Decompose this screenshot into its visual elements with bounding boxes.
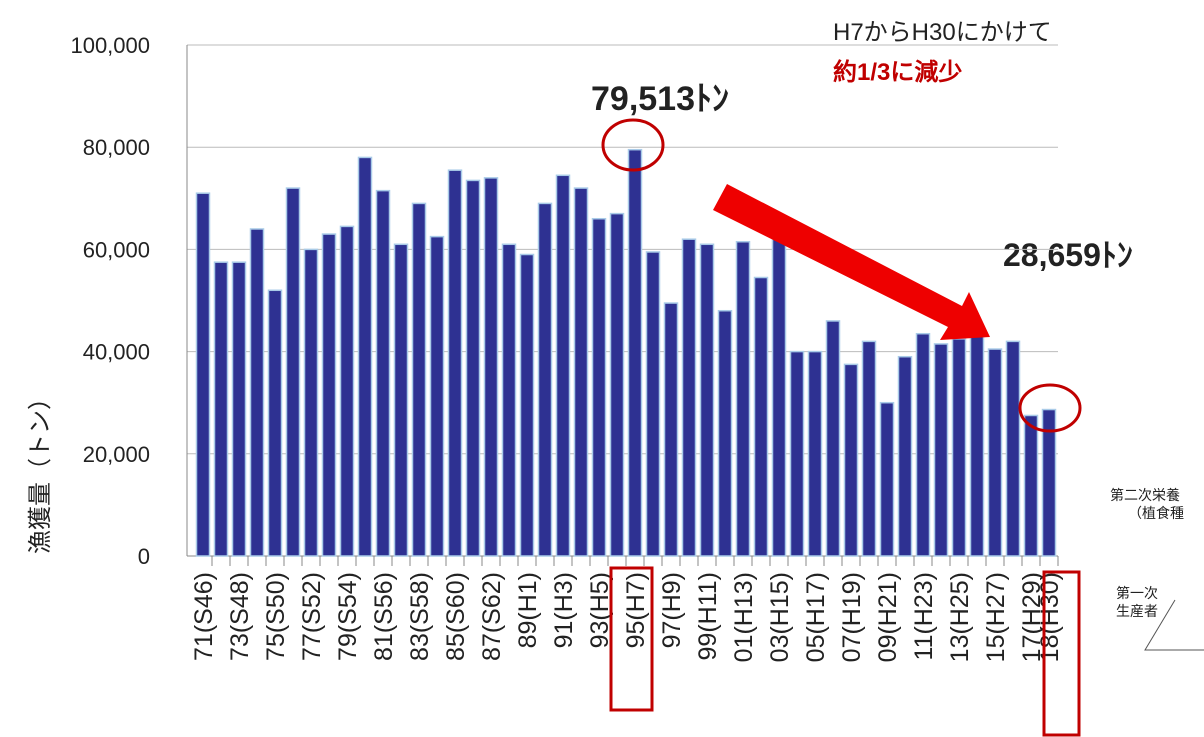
x-tick-label: 81(S56) xyxy=(370,572,398,661)
plot: 0 20,000 40,000 60,000 80,000 100,000 71(S46) 7… xyxy=(70,33,1064,662)
bar xyxy=(897,355,913,557)
bar xyxy=(393,243,409,557)
bar xyxy=(933,343,949,557)
bar xyxy=(987,348,1003,557)
bar xyxy=(1041,408,1057,557)
x-tick-label: 18(H30) xyxy=(1036,572,1064,662)
bar xyxy=(303,248,319,557)
diagram-fragment xyxy=(1144,599,1204,651)
x-tick-label: 01(H13) xyxy=(730,572,758,662)
bar xyxy=(195,192,211,557)
side-text: 生産者 xyxy=(1116,603,1158,619)
trend-arrow xyxy=(713,184,990,340)
bar xyxy=(843,363,859,557)
x-tick-label: 11(H23) xyxy=(910,572,938,660)
annotation: 28,659ﾄﾝ xyxy=(1003,237,1133,273)
bar xyxy=(429,235,445,557)
bar xyxy=(951,338,967,557)
bar xyxy=(681,238,697,557)
y-tick-label: 100,000 xyxy=(70,33,150,58)
highlight-circle xyxy=(601,118,665,172)
bar xyxy=(249,228,265,557)
side-text: （植食種 xyxy=(1128,505,1184,521)
bar xyxy=(357,156,373,557)
annotation: 約1/3に減少 xyxy=(833,58,962,86)
annotation: H7からH30にかけて xyxy=(833,19,1052,46)
bar xyxy=(753,276,769,557)
bar xyxy=(627,148,643,557)
bar xyxy=(717,309,733,557)
side-text: 第二次栄養 xyxy=(1110,487,1180,503)
bar xyxy=(375,189,391,557)
x-tick-label: 99(H11) xyxy=(694,572,722,660)
x-tick-label: 03(H15) xyxy=(766,572,794,662)
x-tick-label: 93(H5) xyxy=(586,572,614,648)
y-axis-label: 漁獲量（トン） xyxy=(27,386,54,554)
x-tick-label: 97(H9) xyxy=(658,572,686,648)
bar xyxy=(807,350,823,557)
bar xyxy=(573,187,589,557)
x-tick-label: 05(H17) xyxy=(802,572,830,662)
bar xyxy=(663,302,679,557)
bar xyxy=(447,169,463,557)
bar xyxy=(735,240,751,557)
bar xyxy=(915,332,931,557)
highlight-box xyxy=(1042,570,1081,737)
y-tick-label: 20,000 xyxy=(83,442,150,467)
bar xyxy=(825,320,841,557)
side-text: 第一次 xyxy=(1116,585,1158,601)
x-tick-label: 89(H1) xyxy=(514,572,542,648)
x-tick-label: 87(S62) xyxy=(478,572,506,661)
bar xyxy=(465,179,481,557)
bar xyxy=(1023,414,1039,557)
highlight-circle xyxy=(1018,383,1082,433)
highlight-box xyxy=(609,566,654,712)
bar xyxy=(267,289,283,557)
x-tick-label: 95(H7) xyxy=(622,572,650,648)
x-tick-label: 13(H25) xyxy=(946,572,974,662)
x-tick-label: 91(H3) xyxy=(550,572,578,648)
bar xyxy=(789,350,805,557)
bar xyxy=(699,243,715,557)
x-tick-label: 83(S58) xyxy=(406,572,434,661)
bar xyxy=(537,202,553,557)
y-tick-label: 60,000 xyxy=(83,237,150,262)
annotation: 79,513ﾄﾝ xyxy=(591,80,729,118)
bar xyxy=(1005,340,1021,557)
x-tick-label: 73(S48) xyxy=(226,572,254,661)
x-tick-label: 09(H21) xyxy=(874,572,902,662)
x-tick-label: 75(S50) xyxy=(262,572,290,661)
x-tick-label: 71(S46) xyxy=(190,572,218,661)
bar xyxy=(483,177,499,557)
y-tick-label: 0 xyxy=(138,544,150,569)
bar xyxy=(213,261,229,557)
bar xyxy=(771,238,787,557)
bar xyxy=(231,261,247,557)
x-tick-label: 15(H27) xyxy=(982,572,1010,662)
x-tick-label: 77(S52) xyxy=(298,572,326,661)
bar xyxy=(609,212,625,557)
x-tick-label: 85(S60) xyxy=(442,572,470,661)
bar xyxy=(501,243,517,557)
bar xyxy=(861,340,877,557)
bar xyxy=(519,253,535,557)
x-tick-label: 79(S54) xyxy=(334,572,362,661)
bar xyxy=(969,335,985,557)
bar xyxy=(555,174,571,557)
bar xyxy=(645,251,661,557)
bar xyxy=(879,401,895,557)
x-tick-label: 17(H29) xyxy=(1018,572,1046,662)
bar xyxy=(411,202,427,557)
bar xyxy=(339,225,355,557)
y-tick-label: 40,000 xyxy=(83,340,150,365)
x-tick-label: 07(H19) xyxy=(838,572,866,662)
bar xyxy=(591,217,607,557)
y-tick-label: 80,000 xyxy=(83,135,150,160)
bar xyxy=(285,187,301,557)
bar xyxy=(321,233,337,557)
